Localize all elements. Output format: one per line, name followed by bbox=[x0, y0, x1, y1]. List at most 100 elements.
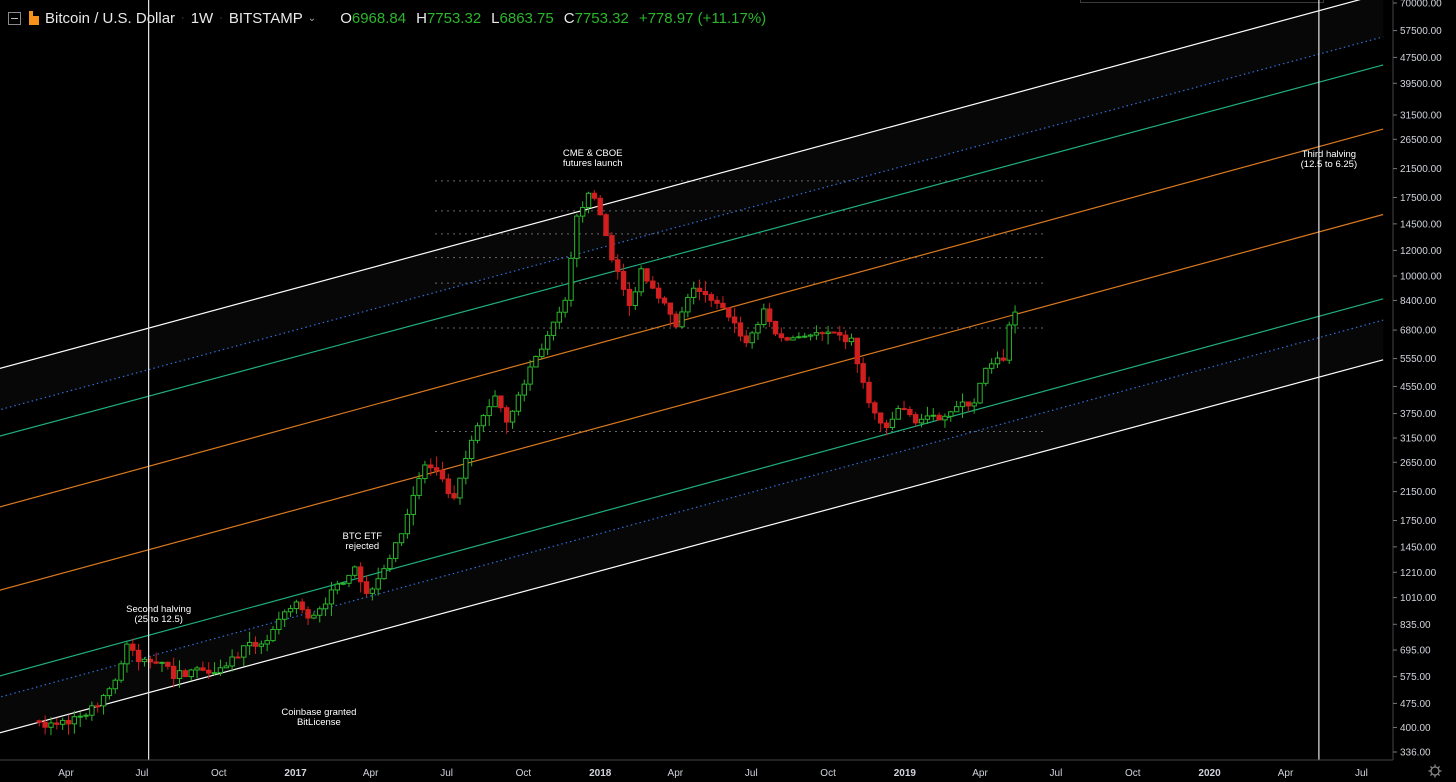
candle bbox=[457, 477, 463, 499]
candle bbox=[761, 308, 767, 325]
y-tick-label: 695.00 bbox=[1400, 646, 1431, 657]
candle bbox=[918, 418, 925, 424]
candle bbox=[299, 601, 305, 611]
candle bbox=[831, 331, 837, 334]
candle bbox=[165, 661, 171, 667]
candle bbox=[311, 614, 317, 619]
candle bbox=[784, 337, 790, 341]
x-tick-label: Apr bbox=[363, 768, 379, 779]
channel-line-orange bbox=[0, 213, 1384, 591]
change-value: +778.97 (+11.17%) bbox=[638, 9, 767, 27]
y-tick-label: 70000.00 bbox=[1400, 0, 1442, 10]
candle bbox=[872, 402, 878, 414]
candle bbox=[527, 366, 533, 385]
candle bbox=[352, 566, 358, 576]
candle bbox=[562, 299, 568, 313]
candle bbox=[416, 478, 422, 496]
candle bbox=[895, 408, 901, 420]
candle bbox=[638, 268, 644, 293]
channel-line-orange bbox=[0, 128, 1384, 508]
candle bbox=[474, 425, 481, 441]
gear-ring bbox=[1430, 766, 1440, 776]
candle bbox=[679, 311, 685, 328]
gear-icon[interactable] bbox=[1428, 764, 1442, 778]
candle bbox=[357, 566, 364, 583]
candle bbox=[106, 688, 113, 697]
collapse-button[interactable] bbox=[8, 11, 21, 25]
channel-line-green bbox=[0, 298, 1384, 677]
candle bbox=[463, 458, 469, 479]
candle bbox=[609, 235, 615, 261]
candle bbox=[772, 320, 779, 335]
low-value: 6863.75 bbox=[499, 9, 554, 27]
high-value: 7753.32 bbox=[426, 9, 482, 27]
candle bbox=[159, 661, 165, 664]
candle bbox=[281, 611, 288, 620]
annotation-line: rejected bbox=[345, 541, 379, 552]
y-tick-label: 400.00 bbox=[1400, 723, 1431, 734]
candle bbox=[983, 367, 989, 384]
candle bbox=[498, 395, 504, 409]
annotation-line: Coinbase granted bbox=[281, 707, 356, 718]
exchange-label[interactable]: BITSTAMP bbox=[228, 9, 303, 27]
x-tick-label: Oct bbox=[820, 768, 836, 779]
candle bbox=[731, 316, 738, 324]
annotation-line: (12.5 to 6.25) bbox=[1301, 159, 1358, 170]
y-tick-label: 21500.00 bbox=[1400, 164, 1442, 175]
candle bbox=[825, 331, 831, 335]
candle bbox=[644, 268, 650, 282]
annotation-line: Second halving bbox=[126, 604, 191, 615]
candle bbox=[258, 643, 265, 647]
candle bbox=[655, 287, 662, 299]
candle bbox=[749, 332, 755, 344]
open-label: O bbox=[340, 9, 352, 27]
y-tick-label: 10000.00 bbox=[1400, 271, 1442, 282]
candle bbox=[737, 322, 744, 337]
candle bbox=[766, 308, 773, 322]
candle bbox=[802, 335, 808, 338]
x-tick-label: Oct bbox=[1125, 768, 1141, 779]
candle bbox=[533, 355, 539, 368]
candle bbox=[42, 721, 48, 728]
candle bbox=[720, 302, 726, 309]
candle bbox=[650, 280, 656, 289]
y-tick-label: 1750.00 bbox=[1400, 516, 1437, 527]
y-tick-label: 835.00 bbox=[1400, 620, 1431, 631]
candle bbox=[369, 588, 376, 594]
candle bbox=[1000, 357, 1007, 361]
annotation-line: BTC ETF bbox=[343, 531, 383, 542]
candle bbox=[410, 494, 416, 515]
candle bbox=[883, 422, 890, 429]
candle bbox=[252, 641, 259, 647]
candle bbox=[480, 415, 487, 427]
x-tick-label: Jul bbox=[440, 768, 453, 779]
candle bbox=[673, 313, 679, 328]
interval-label[interactable]: 1W bbox=[190, 9, 214, 27]
chevron-down-icon[interactable]: ⌄ bbox=[307, 12, 317, 24]
candle bbox=[170, 665, 177, 679]
candle bbox=[200, 667, 206, 671]
close-label: C bbox=[563, 9, 575, 27]
x-tick-label: 2018 bbox=[589, 768, 612, 779]
candle bbox=[597, 197, 603, 216]
candle bbox=[953, 406, 960, 413]
y-tick-label: 2150.00 bbox=[1400, 487, 1437, 498]
candle bbox=[130, 643, 136, 651]
x-tick-label: Oct bbox=[516, 768, 532, 779]
candle bbox=[667, 302, 674, 315]
candle bbox=[305, 609, 311, 619]
candle bbox=[241, 645, 247, 658]
candle bbox=[539, 348, 545, 357]
candle bbox=[229, 656, 235, 667]
symbol-title[interactable]: Bitcoin / U.S. Dollar bbox=[45, 9, 176, 27]
candle bbox=[235, 656, 241, 659]
top-toolbar-stub bbox=[1080, 0, 1324, 3]
candle bbox=[860, 363, 866, 383]
channel-line-green bbox=[0, 64, 1384, 437]
candle bbox=[153, 661, 159, 664]
candle bbox=[579, 207, 586, 217]
candle bbox=[334, 583, 340, 591]
annotation-label: BTC ETF rejected bbox=[343, 531, 383, 552]
candle bbox=[182, 670, 189, 678]
